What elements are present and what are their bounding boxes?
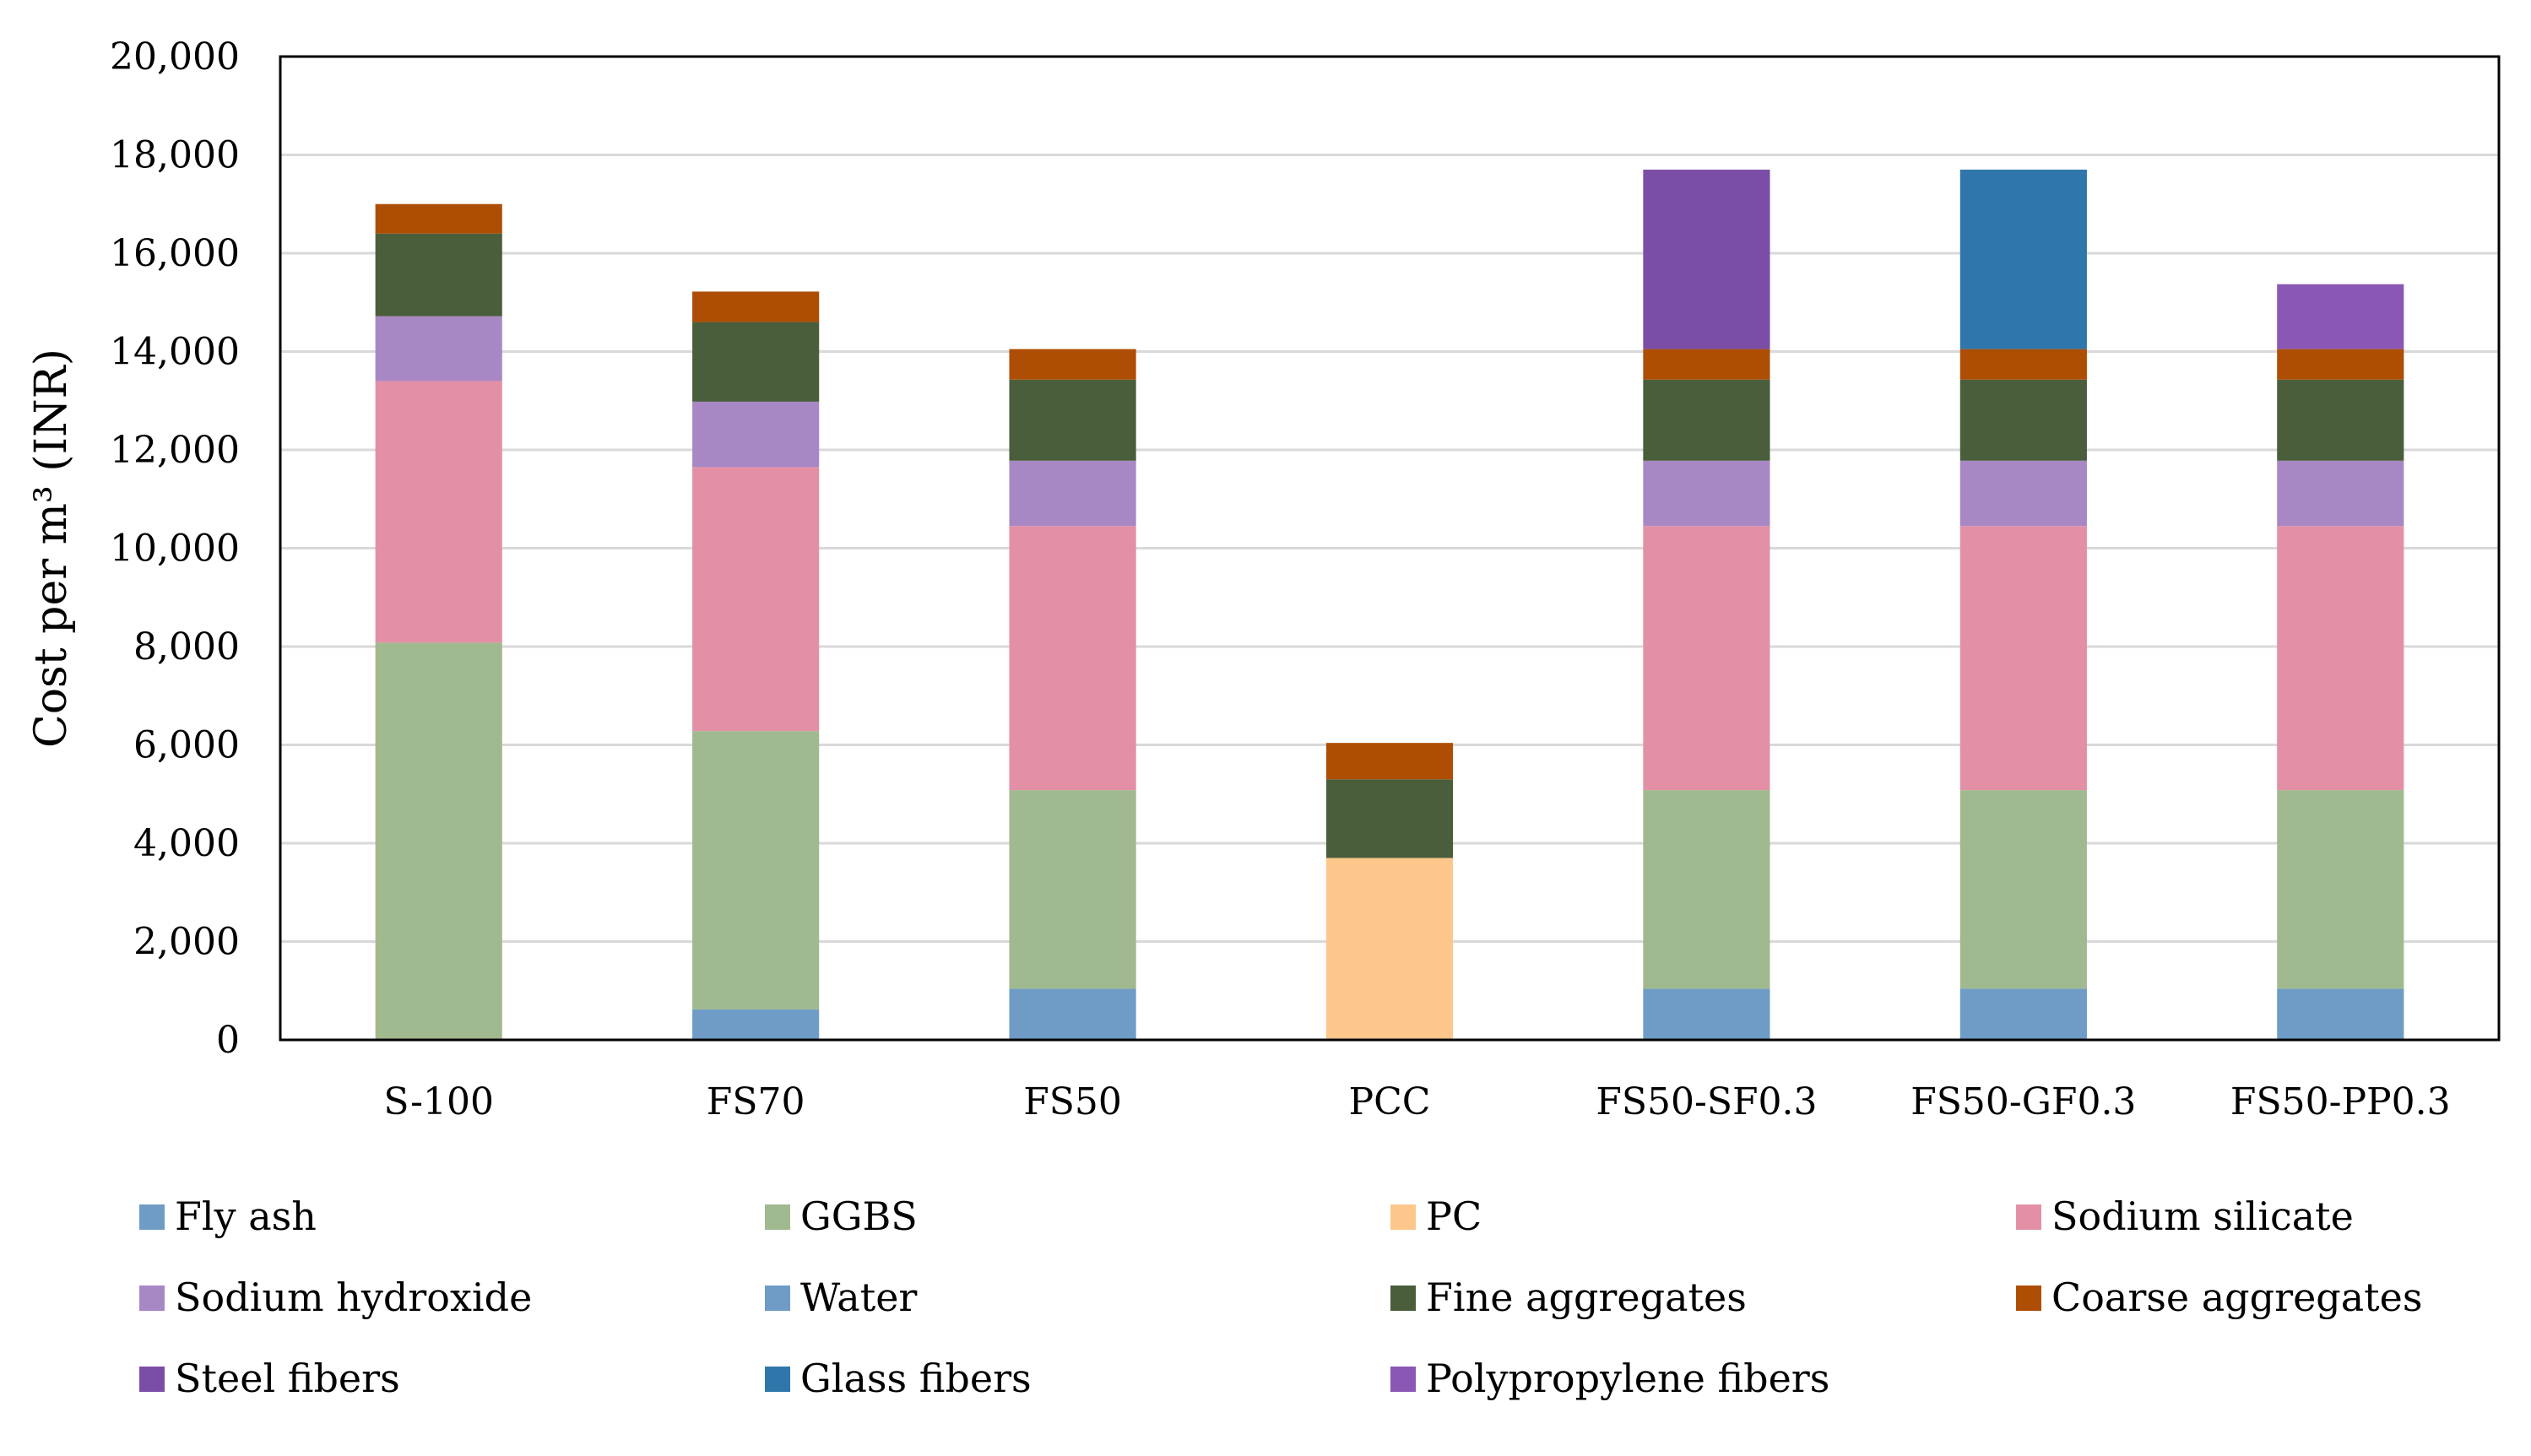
legend-swatch: [139, 1204, 165, 1230]
legend-label: Sodium silicate: [2051, 1193, 2354, 1239]
legend-swatch: [1390, 1367, 1416, 1392]
y-axis-label: Cost per m³ (INR): [26, 349, 77, 748]
x-category-labels: S-100 FS70 FS50 PCC FS50-SF0.3 FS50-GF0.3 FS50…: [383, 1080, 2450, 1123]
legend-label: Water: [800, 1275, 917, 1320]
bar-segment: [1959, 988, 2087, 1040]
bar-segment: [692, 1009, 820, 1040]
plot-frame: [279, 55, 2501, 1042]
legend-label: GGBS: [800, 1193, 918, 1239]
bar-segment: [1959, 169, 2087, 349]
y-tick-label: 18,000: [110, 134, 240, 177]
bar-segment: [375, 381, 502, 643]
bar-segment: [2277, 988, 2404, 1040]
bar-segment: [375, 642, 502, 1040]
legend-label: Glass fibers: [800, 1356, 1032, 1401]
bar-segment: [1959, 790, 2087, 989]
bar-segment: [692, 731, 820, 1009]
bar-segment: [1009, 379, 1136, 461]
bar-segment: [692, 322, 820, 402]
legend-label: Sodium hydroxide: [175, 1275, 532, 1320]
y-tick-labels: 0 2,000 4,000 6,000 8,000 10,000 12,000 14,000 1…: [110, 35, 240, 1062]
bar-segment: [1959, 526, 2087, 791]
legend-swatch: [765, 1204, 790, 1230]
legend-label: Polypropylene fibers: [1426, 1356, 1829, 1401]
bar-segment: [2277, 284, 2404, 349]
bar-segment: [1643, 379, 1770, 461]
legend-label: PC: [1426, 1193, 1482, 1239]
y-tick-label: 16,000: [110, 232, 240, 275]
y-tick-label: 4,000: [133, 822, 240, 865]
x-category-label: FS50: [1023, 1080, 1122, 1123]
bar-segment: [1643, 460, 1770, 527]
bar-segment: [1009, 349, 1136, 380]
bar-segment: [1009, 526, 1136, 791]
bar-segment: [2277, 379, 2404, 461]
y-tick-label: 12,000: [110, 429, 240, 472]
legend-label: Fly ash: [175, 1193, 317, 1239]
legend-swatch: [1390, 1286, 1416, 1311]
bar-segment: [1643, 349, 1770, 380]
legend-swatch: [139, 1367, 165, 1392]
bar-segment: [1009, 460, 1136, 527]
legend: Fly ash GGBS PC Sodium silicate Sodium hydro…: [139, 1193, 2422, 1401]
legend-swatch: [2016, 1286, 2041, 1311]
bar-segment: [375, 203, 502, 234]
legend-label: Fine aggregates: [1426, 1275, 1747, 1320]
bar-segment: [1643, 169, 1770, 349]
bar-segment: [1643, 526, 1770, 791]
x-category-label: FS50-GF0.3: [1910, 1080, 2136, 1123]
bar-segment: [375, 316, 502, 382]
bar-segment: [1009, 790, 1136, 989]
y-tick-label: 2,000: [133, 921, 240, 964]
legend-swatch: [765, 1286, 790, 1311]
bar-segment: [1325, 858, 1454, 1040]
legend-label: Steel fibers: [175, 1356, 400, 1401]
legend-swatch: [139, 1286, 165, 1311]
y-tick-label: 14,000: [110, 331, 240, 374]
y-tick-label: 6,000: [133, 724, 240, 767]
y-tick-label: 8,000: [133, 625, 240, 668]
bar-segment: [2277, 349, 2404, 380]
bar-segment: [1325, 743, 1454, 780]
legend-label: Coarse aggregates: [2051, 1275, 2422, 1320]
bar-segment: [1643, 988, 1770, 1040]
x-category-label: PCC: [1349, 1080, 1431, 1123]
bar-segment: [1959, 379, 2087, 461]
legend-swatch: [765, 1367, 790, 1392]
bar-segment: [375, 233, 502, 317]
bar-segment: [1959, 349, 2087, 380]
legend-swatch: [1390, 1204, 1416, 1230]
bars: [375, 169, 2404, 1040]
bar-segment: [1959, 460, 2087, 527]
x-category-label: FS70: [707, 1080, 805, 1123]
x-category-label: FS50-PP0.3: [2230, 1080, 2451, 1123]
y-tick-label: 0: [216, 1019, 240, 1062]
x-category-label: S-100: [383, 1080, 494, 1123]
bar-segment: [2277, 526, 2404, 791]
bar-segment: [692, 467, 820, 732]
bar-segment: [1643, 790, 1770, 989]
bar-segment: [2277, 460, 2404, 527]
legend-swatch: [2016, 1204, 2041, 1230]
bar-segment: [692, 401, 820, 468]
bar-segment: [692, 291, 820, 322]
bar-segment: [1325, 779, 1454, 858]
x-category-label: FS50-SF0.3: [1596, 1080, 1817, 1123]
y-tick-label: 20,000: [110, 35, 240, 78]
bar-segment: [1009, 988, 1136, 1040]
y-tick-label: 10,000: [110, 528, 240, 571]
bar-segment: [2277, 790, 2404, 989]
